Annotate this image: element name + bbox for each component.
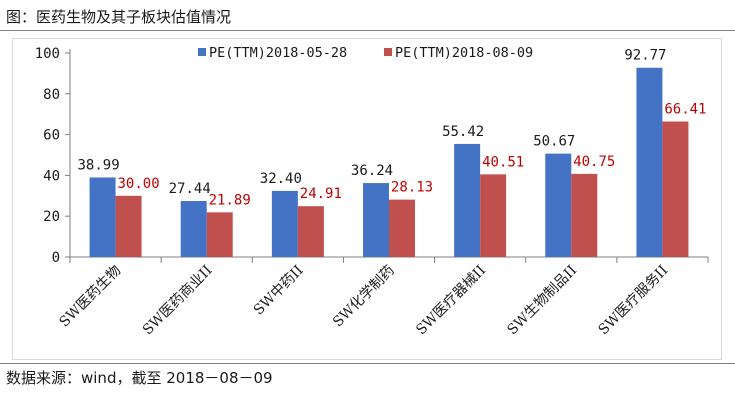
- data-label-series2-5: 40.51: [482, 154, 524, 170]
- chart-x-tick-labels: SW医药生物 SW医药商业II SW中药II SW化学制药 SW医疗器械II SW生物制品…: [57, 263, 672, 339]
- data-label-series2-7: 66.41: [664, 102, 706, 118]
- data-label-series1-1: 38.99: [77, 157, 119, 173]
- y-tick-label: 100: [35, 46, 60, 62]
- data-label-series2-6: 40.75: [573, 154, 615, 170]
- data-label-series1-6: 50.67: [533, 134, 575, 150]
- bar-series2-2: [206, 212, 233, 257]
- data-label-series2-4: 28.13: [391, 180, 433, 196]
- y-tick-label: 20: [43, 209, 60, 225]
- x-tick-label-1: SW医药生物: [57, 263, 125, 331]
- y-tick-label: 80: [43, 87, 60, 103]
- chart-axes: 0 20 40 60 80 100: [35, 46, 709, 266]
- figure-title: 图：医药生物及其子板块估值情况: [6, 8, 232, 26]
- x-tick-label-4: SW化学制药: [330, 263, 398, 331]
- bar-series1-6: [545, 153, 572, 257]
- data-label-series1-7: 92.77: [624, 48, 666, 64]
- data-label-series2-3: 24.91: [300, 186, 342, 202]
- bar-series2-5: [480, 174, 507, 257]
- source-note: 数据来源：wind，截至 2018－08－09: [6, 369, 273, 387]
- x-tick-label-7: SW医疗服务II: [596, 263, 672, 339]
- bar-series1-5: [454, 143, 481, 257]
- bar-series2-1: [115, 195, 142, 257]
- data-label-series1-2: 27.44: [169, 181, 211, 197]
- data-label-series1-3: 32.40: [260, 171, 302, 187]
- data-label-series2-1: 30.00: [117, 176, 159, 192]
- y-tick-label: 0: [52, 250, 60, 266]
- x-tick-label-3: SW中药II: [251, 263, 307, 319]
- source-divider: [0, 363, 735, 364]
- legend-label-2: PE(TTM)2018-08-09: [395, 45, 533, 61]
- y-tick-label: 60: [43, 128, 60, 144]
- bar-series1-7: [636, 67, 663, 257]
- data-label-series2-2: 21.89: [209, 192, 251, 208]
- bar-series1-4: [363, 183, 389, 257]
- x-tick-label-2: SW医药商业II: [140, 263, 216, 339]
- legend-swatch-1: [198, 48, 206, 56]
- x-tick-label-6: SW生物制品II: [504, 263, 580, 339]
- data-label-series1-4: 36.24: [351, 163, 393, 179]
- legend-swatch-2: [384, 48, 392, 56]
- bar-series1-3: [271, 190, 298, 257]
- chart-bars: [89, 67, 689, 258]
- data-label-series1-5: 55.42: [442, 124, 484, 140]
- bar-series2-4: [389, 199, 415, 257]
- bar-series1-1: [89, 177, 116, 257]
- legend-label-1: PE(TTM)2018-05-28: [209, 45, 347, 61]
- chart-frame: [12, 38, 722, 360]
- chart-legend: PE(TTM)2018-05-28 PE(TTM)2018-08-09: [198, 45, 533, 61]
- y-tick-label: 40: [43, 168, 60, 184]
- bar-series2-7: [662, 121, 689, 258]
- bar-series1-2: [180, 201, 207, 257]
- bar-series2-3: [297, 206, 324, 257]
- title-divider: [0, 30, 735, 31]
- x-tick-label-5: SW医疗器械II: [413, 263, 489, 339]
- bar-series2-6: [571, 173, 598, 257]
